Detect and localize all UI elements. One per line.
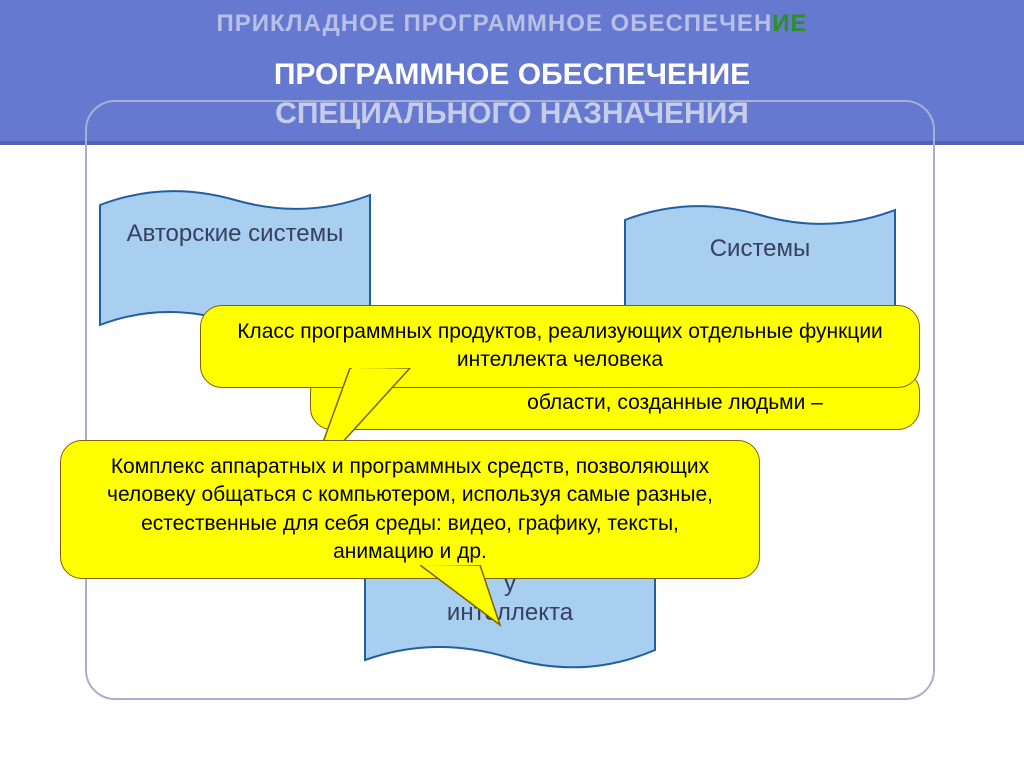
title1-main: ПРИКЛАДНОЕ ПРОГРАММНОЕ ОБЕСПЕЧЕН (216, 10, 772, 37)
banner-label: Системы (620, 235, 900, 264)
banner-label: Авторские системы (95, 220, 375, 249)
callout-text: области, созданные людьми – (527, 391, 823, 414)
callout-pointer-icon (420, 565, 510, 635)
slide-supertitle: ПРИКЛАДНОЕ ПРОГРАММНОЕ ОБЕСПЕЧЕНИЕ (0, 10, 1024, 38)
title2-line1: ПРОГРАММНОЕ ОБЕСПЕЧЕНИЕ (274, 58, 750, 91)
callout-text: Комплекс аппаратных и программных средст… (107, 455, 713, 563)
title1-suffix: ИЕ (772, 10, 807, 37)
callout-text: Класс программных продуктов, реализующих… (237, 320, 883, 371)
callout-multimedia-definition: Комплекс аппаратных и программных средст… (60, 440, 760, 579)
